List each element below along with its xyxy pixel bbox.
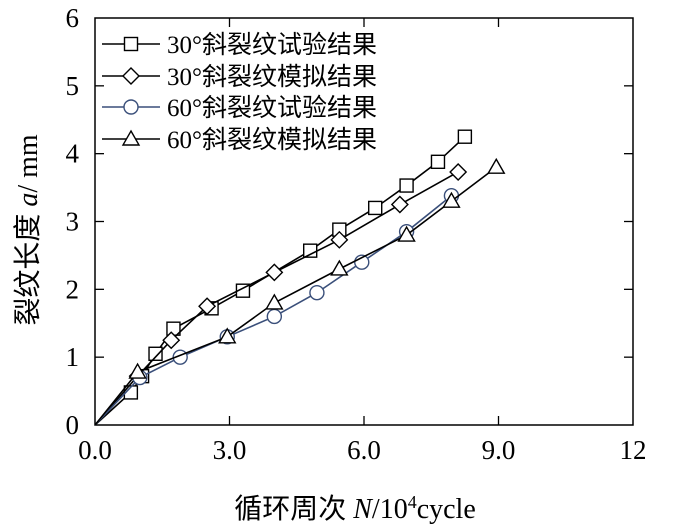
legend-label: 30°斜裂纹试验结果	[167, 31, 377, 59]
legend-label: 30°斜裂纹模拟结果	[167, 63, 377, 91]
data-point-square	[399, 178, 414, 193]
data-point-triangle	[128, 362, 147, 379]
data-point-diamond	[390, 195, 409, 214]
legend-item: 30°斜裂纹模拟结果	[102, 63, 377, 91]
legend: 30°斜裂纹试验结果 30°斜裂纹模拟结果 60°斜裂纹试验结果 60°斜裂纹模拟结果	[102, 31, 377, 154]
series-layer	[94, 129, 506, 426]
data-point-square	[148, 346, 163, 361]
y-axis-title: 裂纹长度 a/ mm	[12, 134, 44, 326]
y-tick-label: 4	[66, 139, 80, 169]
data-point-triangle	[487, 157, 506, 174]
y-tick-label: 6	[66, 3, 80, 33]
x-tick-label: 0.0	[78, 435, 112, 465]
legend-label: 60°斜裂纹试验结果	[167, 94, 377, 122]
data-point-circle	[309, 285, 325, 301]
legend-item: 60°斜裂纹试验结果	[102, 94, 377, 122]
data-point-circle	[266, 308, 283, 325]
data-point-triangle	[265, 293, 284, 310]
data-point-diamond	[265, 263, 284, 282]
data-point-square	[430, 154, 446, 170]
legend-item: 30°斜裂纹试验结果	[102, 31, 377, 59]
series-square	[94, 129, 473, 426]
legend-marker-circle	[123, 99, 139, 115]
data-point-diamond	[449, 162, 468, 181]
x-tick-label: 6.0	[347, 435, 381, 465]
y-tick-label: 0	[66, 410, 80, 440]
legend-marker-triangle	[121, 129, 141, 146]
x-axis-ticks: 0.0 3.0 6.0 9.0 12	[78, 18, 647, 465]
y-tick-label: 2	[66, 274, 80, 304]
data-point-diamond	[330, 230, 349, 249]
series-triangle	[94, 157, 506, 426]
series-line-triangle	[94, 166, 497, 426]
x-tick-label: 3.0	[213, 435, 247, 465]
data-point-square	[368, 200, 383, 216]
legend-marker-square	[123, 36, 139, 52]
data-point-square	[457, 129, 473, 144]
data-point-triangle	[442, 191, 461, 208]
x-tick-label: 9.0	[482, 435, 516, 465]
y-tick-label: 5	[66, 71, 80, 101]
legend-marker-diamond	[122, 67, 140, 85]
data-point-diamond	[162, 331, 181, 350]
y-axis-ticks: 0 1 2 3 4 5 6	[66, 3, 633, 440]
data-point-triangle	[218, 327, 237, 344]
data-point-triangle	[330, 259, 349, 276]
legend-label: 60°斜裂纹模拟结果	[167, 126, 377, 154]
legend-item: 60°斜裂纹模拟结果	[102, 126, 377, 154]
y-tick-label: 1	[66, 342, 80, 372]
series-diamond	[94, 162, 468, 426]
data-point-diamond	[198, 297, 217, 316]
x-tick-label: 12	[620, 435, 647, 465]
x-axis-title: 循环周次 N/104cycle	[234, 492, 476, 525]
y-tick-label: 3	[66, 207, 80, 237]
data-point-triangle	[397, 225, 416, 242]
